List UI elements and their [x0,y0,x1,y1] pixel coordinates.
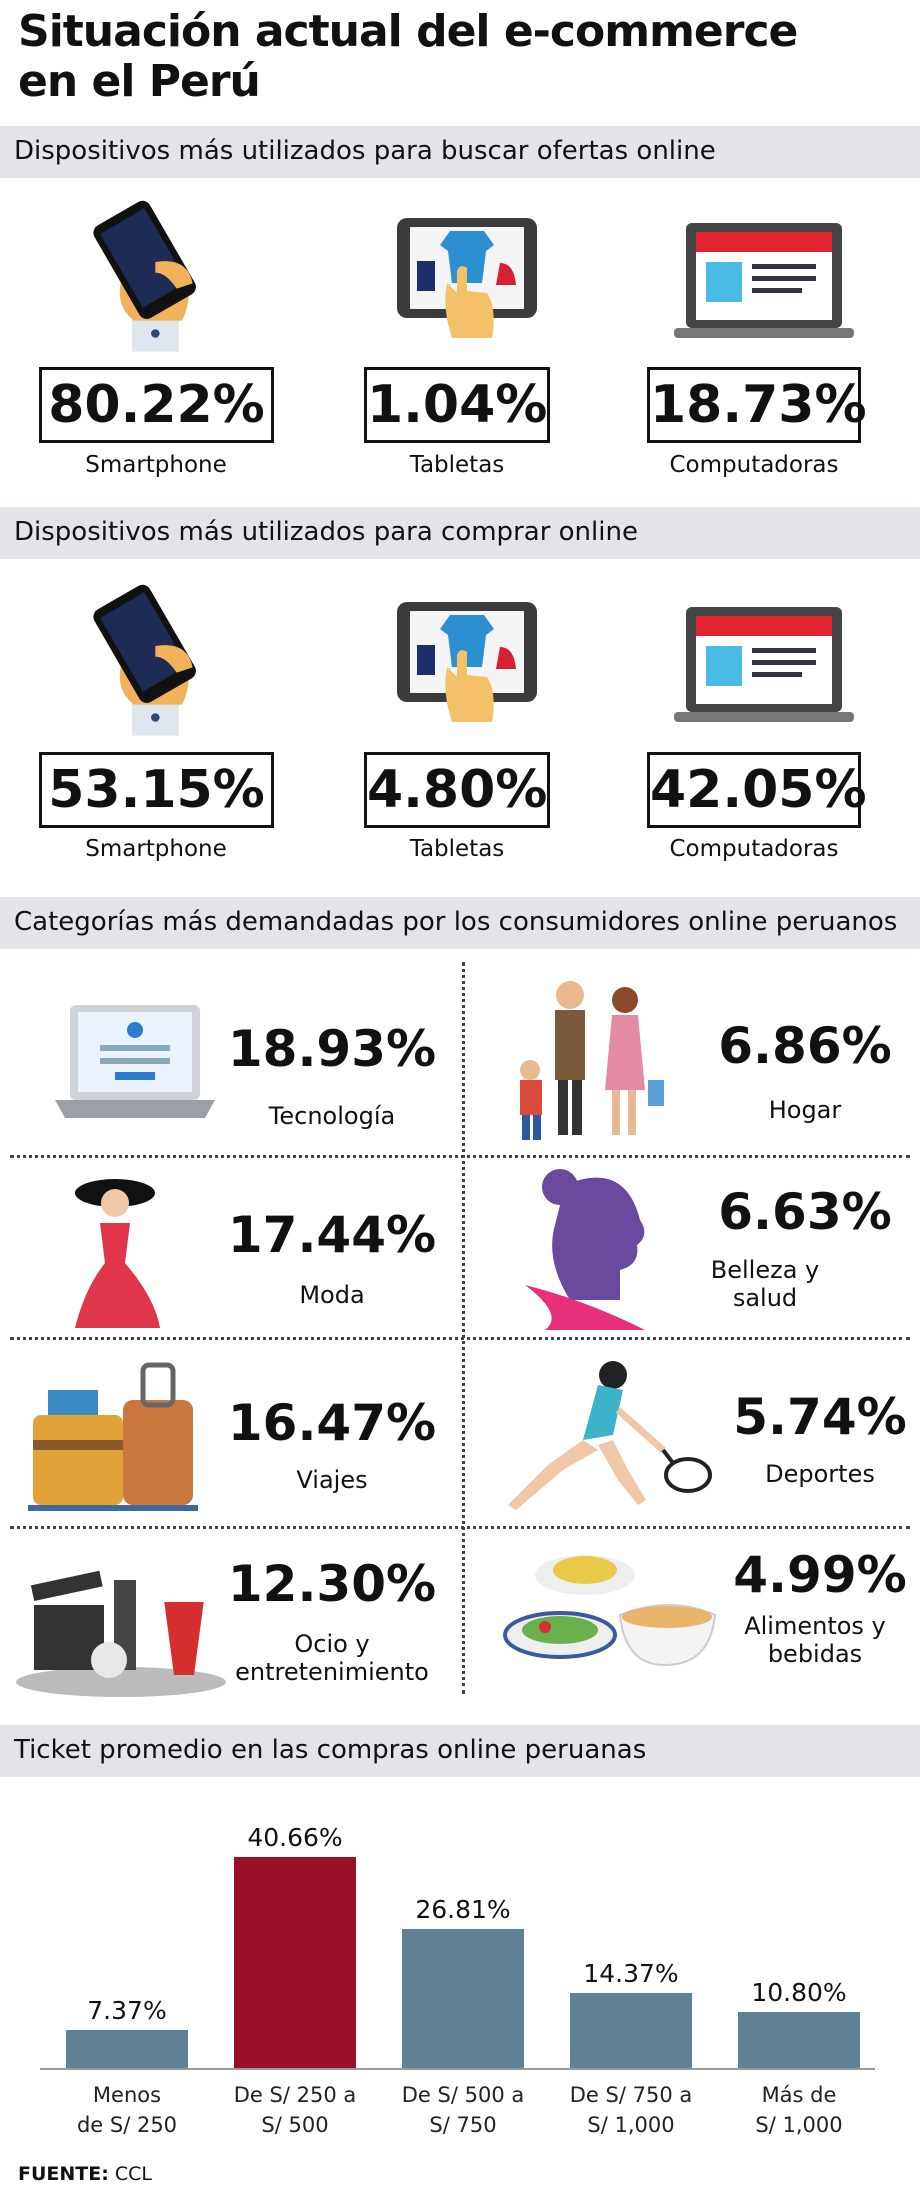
category-value: 12.30% [227,1555,437,1613]
category-value: 4.99% [733,1546,907,1604]
stat-label: Tabletas [409,836,505,862]
title: Situación actual del e-commerce [18,6,798,57]
baseline [40,2068,875,2070]
stat-label: Tabletas [409,452,505,478]
stat-box: 42.05% [647,752,867,828]
icon [674,602,854,732]
x-tick-label: Menos de S/ 250 [76,2083,178,2137]
category-label: Deportes [765,1460,875,1488]
icon [392,208,542,348]
stat-label: Computadoras [669,452,839,478]
source-label: FUENTE: [18,2163,109,2185]
category-label: Belleza y salud [710,1256,820,1312]
bar-chart: 7.37% Menos de S/ 250 40.66% De S/ 250 a S/… [0,1780,920,2160]
title: en el Perú [18,56,261,107]
bar [66,2029,188,2068]
stat-label: Computadoras [669,836,839,862]
divider [462,962,465,1694]
bar [234,1856,356,2068]
stat-label: Smartphone [85,836,227,862]
category-value: 18.93% [227,1020,437,1078]
bar [570,1993,692,2068]
stat-box: 80.22% [39,367,274,443]
source-text: CCL [114,2163,152,2185]
stat-box: 4.80% [364,752,550,828]
divider [10,1526,910,1529]
stat-box: 1.04% [364,367,550,443]
illustration [503,1555,717,1667]
icon [674,218,854,348]
x-tick-label: De S/ 250 a S/ 500 [233,2083,357,2137]
icon [392,592,542,732]
chart-title: Ticket promedio en las compras online pe… [14,1735,647,1765]
section-title: Dispositivos más utilizados para buscar … [14,136,716,166]
illustration [55,1005,215,1118]
category-value: 6.86% [718,1017,892,1075]
category-value: 17.44% [227,1206,437,1264]
stat-box: 53.15% [39,752,274,828]
icon [90,582,210,742]
illustration [16,1570,226,1697]
value-label: 14.37% [583,1959,679,1989]
stat-label: Smartphone [85,452,227,478]
section-header: Categorías más demandadas por los consum… [0,897,920,949]
section-header: Dispositivos más utilizados para buscar … [0,126,920,178]
category-label: Hogar [768,1096,842,1124]
value-label: 7.37% [87,1995,167,2025]
category-value: 5.74% [733,1388,907,1446]
section-title: Categorías más demandadas por los consum… [14,907,898,937]
value-label: 40.66% [247,1822,343,1852]
section-header: Ticket promedio en las compras online pe… [0,1725,920,1777]
bar [738,2011,860,2068]
divider [10,1337,910,1340]
category-value: 6.63% [718,1183,892,1241]
stat-box: 18.73% [647,367,867,443]
bar [402,1928,524,2068]
x-tick-label: De S/ 500 a S/ 750 [401,2083,525,2137]
illustration [508,1361,712,1510]
category-label: Alimentos y bebidas [744,1612,886,1668]
x-tick-label: Más de S/ 1,000 [755,2083,843,2137]
category-label: Viajes [296,1466,368,1494]
category-value: 16.47% [227,1394,437,1452]
section-header: Dispositivos más utilizados para comprar… [0,507,920,559]
category-label: Ocio y entretenimiento [235,1630,429,1686]
category-label: Tecnología [268,1102,396,1130]
x-tick-label: De S/ 750 a S/ 1,000 [569,2083,693,2137]
divider [10,1155,910,1158]
value-label: 26.81% [415,1894,511,1924]
value-label: 10.80% [751,1977,847,2007]
illustration [28,1362,198,1511]
illustration [520,981,664,1140]
section-title: Dispositivos más utilizados para comprar… [14,517,638,547]
illustration [525,1169,645,1330]
category-label: Moda [299,1281,365,1309]
source: FUENTE: CCL [18,2163,152,2185]
icon [90,198,210,358]
illustration [75,1179,160,1328]
